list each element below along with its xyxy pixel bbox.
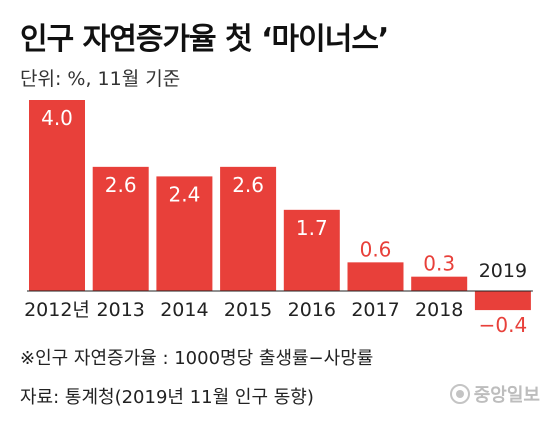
- unit-note: 단위: %, 11월 기준: [20, 68, 181, 90]
- bar: [92, 166, 149, 291]
- category-label: 2017: [351, 299, 399, 321]
- logo-icon: [449, 384, 470, 404]
- data-label: 0.6: [360, 237, 392, 261]
- category-label: 2013: [97, 299, 145, 321]
- source-note: 자료: 통계청(2019년 11월 인구 동향): [20, 387, 314, 408]
- data-label: 4.0: [41, 106, 73, 130]
- category-label: 2014: [160, 299, 208, 321]
- bar: [29, 100, 85, 291]
- category-label: 2015: [224, 299, 272, 321]
- data-label: 2.4: [168, 182, 200, 206]
- bar: [156, 176, 213, 291]
- bar: [283, 209, 340, 291]
- logo-text: 중앙일보: [473, 385, 540, 406]
- data-label: 2.6: [232, 173, 264, 197]
- data-label: 1.7: [296, 216, 328, 240]
- category-label: 2019: [479, 260, 527, 282]
- bar: [220, 166, 277, 291]
- data-label: −0.4: [479, 313, 528, 337]
- category-label: 2018: [415, 299, 463, 321]
- bar: [474, 291, 531, 311]
- footnote: ※인구 자연증가율 : 1000명당 출생률−사망률: [20, 348, 374, 369]
- publisher-logo: 중앙일보: [449, 381, 540, 407]
- data-label: 2.6: [105, 173, 137, 197]
- data-label: 0.3: [423, 252, 455, 276]
- category-label: 2012년: [24, 299, 90, 321]
- bar: [411, 276, 468, 291]
- chart-title: 인구 자연증가율 첫 ‘마이너스’: [20, 22, 389, 57]
- category-label: 2016: [288, 299, 336, 321]
- bar: [347, 262, 404, 291]
